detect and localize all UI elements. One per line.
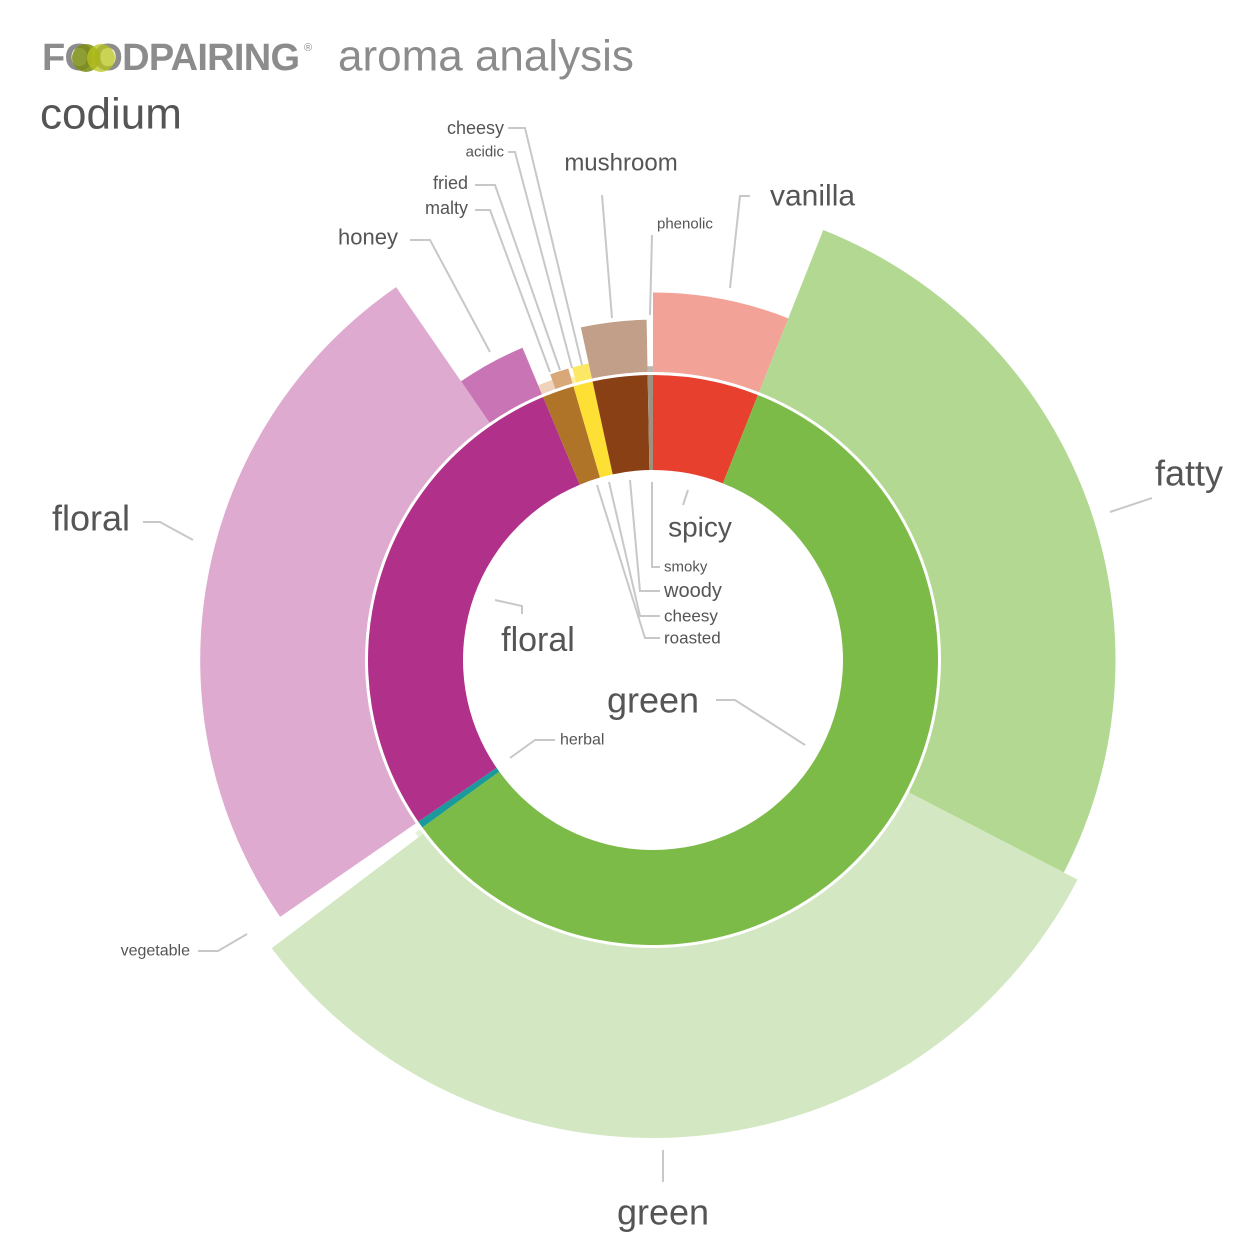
segment-label: acidic [466, 144, 505, 161]
leader-line [649, 234, 653, 316]
inner-segment [543, 386, 600, 485]
segment-label: vegetable [121, 943, 190, 960]
outer-segment [461, 347, 542, 423]
segment-label: green [617, 1192, 709, 1233]
segment-label: floral [52, 498, 130, 539]
segment-label: woody [663, 580, 722, 602]
inner-segment [647, 375, 653, 471]
outer-segment [550, 368, 573, 390]
leader-line [508, 151, 573, 369]
segment-label: malty [425, 198, 468, 218]
outer-segment [271, 792, 1078, 1138]
segment-label: spicy [668, 512, 732, 543]
leader-line [475, 209, 551, 373]
leader-line [494, 599, 523, 614]
outer-segment [200, 287, 490, 917]
outer-segment [759, 229, 1116, 873]
inner-segment [422, 395, 938, 946]
segment-label: smoky [664, 559, 708, 576]
leader-line [596, 484, 660, 639]
leader-line [1109, 497, 1153, 513]
segment-label: fried [433, 173, 468, 193]
chart-subtitle: codium [40, 90, 182, 139]
leader-line [682, 489, 689, 506]
logo-circle [87, 44, 115, 72]
segment-label: roasted [664, 629, 721, 648]
leader-line [508, 127, 583, 366]
leader-line [410, 239, 491, 353]
inner-segment [653, 375, 758, 484]
outer-segment [538, 379, 556, 395]
outer-segment [653, 292, 789, 393]
segment-label: cheesy [447, 118, 504, 138]
outer-segment [571, 376, 577, 384]
inner-segment [573, 381, 613, 478]
segment-label: phenolic [657, 216, 713, 233]
outer-segment [415, 829, 424, 838]
outer-segment [647, 366, 653, 373]
inner-segment [368, 397, 580, 822]
header: FOODPAIRING ® aroma analysis codium [40, 32, 634, 139]
segment-label: fatty [1155, 453, 1223, 494]
leader-line [601, 194, 613, 319]
segment-label: green [607, 680, 699, 721]
inner-segment [418, 767, 500, 828]
chart-title: aroma analysis [338, 32, 634, 81]
leader-line [475, 184, 561, 371]
leader-line [651, 482, 660, 568]
segment-label: floral [501, 621, 575, 659]
segment-label: honey [338, 225, 398, 250]
sunburst [200, 229, 1116, 1138]
segment-label: mushroom [564, 150, 677, 177]
leader-line [729, 195, 750, 289]
segment-label: herbal [560, 732, 604, 749]
leader-line [716, 699, 806, 746]
outer-segment [580, 319, 648, 379]
leader-line [629, 479, 660, 592]
segment-label: vanilla [770, 180, 855, 213]
leader-line [509, 739, 555, 759]
leader-line [143, 521, 194, 541]
logo-mark: ® [304, 42, 312, 54]
inner-segment [592, 375, 650, 475]
leader-line [198, 933, 248, 952]
segment-label: cheesy [664, 607, 718, 626]
outer-segment [571, 363, 592, 383]
leader-line [608, 481, 660, 617]
